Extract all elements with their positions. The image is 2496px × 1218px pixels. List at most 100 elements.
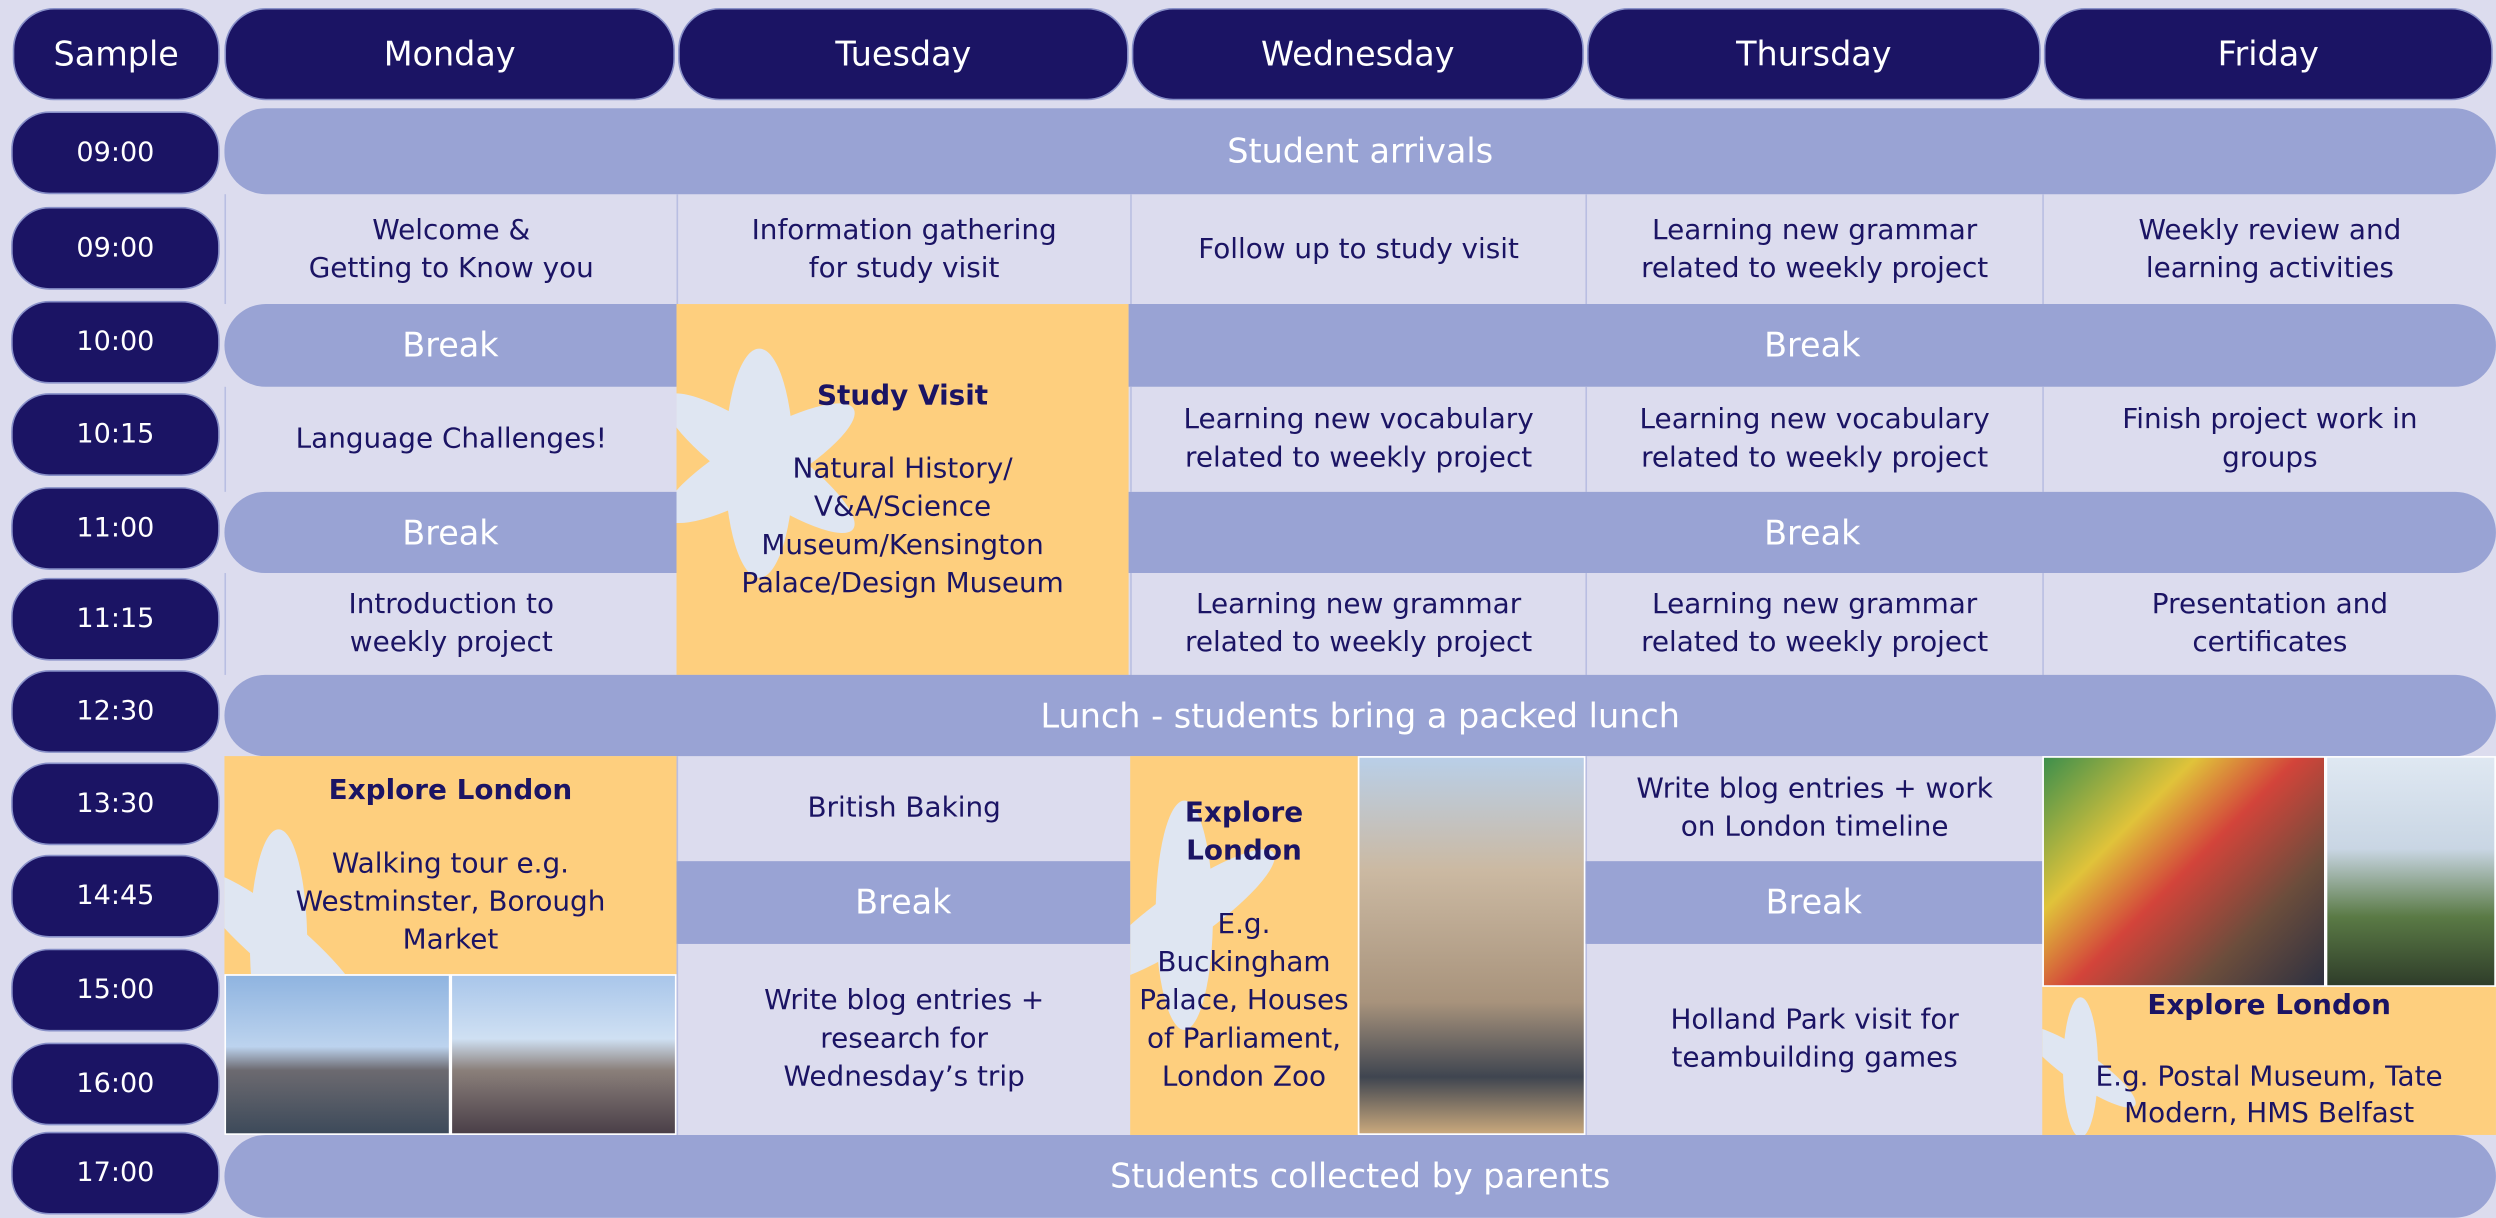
- event-text: learning activities: [2145, 252, 2394, 285]
- day-header: Wednesday: [1131, 7, 1584, 101]
- event-text: London Zoo: [1161, 1061, 1327, 1094]
- study-visit-cell: Study Visit Natural History/V&A/Science Mu…: [676, 304, 1129, 675]
- event-title: Study Visit: [816, 379, 989, 412]
- event-text: Market: [402, 924, 499, 956]
- time-label: 10:15: [11, 393, 220, 476]
- time-label: 14:45: [11, 854, 220, 938]
- break-bar: Break: [224, 491, 677, 574]
- explore-cell: Explore London E.g. Buckingham Palace, House…: [1130, 756, 1358, 1135]
- event-text: Weekly review and: [2138, 214, 2402, 246]
- time-label: 17:00: [11, 1131, 220, 1215]
- event-cell: Follow up to study visit: [1130, 194, 1585, 305]
- day-header: Monday: [224, 7, 675, 101]
- event-text: Learning new grammar: [1652, 588, 1978, 621]
- event-text: on London timeline: [1680, 811, 1949, 844]
- decoration: [676, 348, 855, 578]
- event-text: Break: [1764, 513, 1861, 552]
- event-text: Palace/Design Museum: [741, 567, 1064, 600]
- event-text: Walking tour e.g.: [331, 847, 570, 880]
- event-text: teambuilding games: [1671, 1042, 1958, 1075]
- event-text: Learning new grammar: [1652, 214, 1978, 246]
- photo: [224, 974, 451, 1135]
- time-label: 16:00: [11, 1042, 220, 1126]
- event-text: Presentation and: [2151, 588, 2389, 621]
- event-cell: Information gathering for study visit: [676, 194, 1131, 305]
- time-label: 11:15: [11, 577, 220, 661]
- event-cell: Welcome & Getting to Know you: [224, 194, 676, 305]
- event-cell: Presentation and certificates: [2042, 573, 2496, 675]
- collection-bar: Students collected by parents: [224, 1134, 2496, 1218]
- break-bar: Break: [1128, 304, 2496, 387]
- event-text: Natural History/: [792, 452, 1013, 485]
- event-cell: Learning new vocabulary related to weekly…: [1130, 386, 1585, 492]
- event-text: V&A/Science: [813, 491, 992, 523]
- lunch-bar: Lunch - students bring a packed lunch: [224, 674, 2496, 757]
- time-label: 15:00: [11, 948, 220, 1032]
- event-text: Break: [1765, 883, 1863, 922]
- event-title: Explore London: [2147, 990, 2391, 1022]
- event-title: London: [1186, 835, 1302, 868]
- event-text: related to weekly project: [1641, 627, 1989, 660]
- event-text: of Parliament,: [1146, 1023, 1342, 1056]
- day-header: Thursday: [1587, 7, 2041, 101]
- break-bar: Break: [676, 861, 1131, 944]
- event-text: Break: [402, 326, 499, 365]
- break-bar: Break: [1585, 861, 2043, 944]
- event-text: Student arrivals: [1227, 132, 1494, 171]
- photo: [1357, 756, 1586, 1135]
- day-header: Friday: [2043, 7, 2493, 101]
- event-text: Follow up to study visit: [1198, 233, 1519, 266]
- event-cell: Learning new grammar related to weekly pr…: [1130, 573, 1585, 675]
- event-text: Write blog entries + work: [1636, 773, 1993, 806]
- event-cell: British Baking: [676, 756, 1131, 862]
- event-text: Museum/Kensington: [761, 529, 1044, 562]
- event-cell: Write blog entries + work on London timel…: [1585, 756, 2042, 862]
- explore-cell: Explore London E.g. Postal Museum, Tate Mo…: [2042, 986, 2496, 1135]
- event-text: Learning new grammar: [1195, 588, 1522, 621]
- time-label: 11:00: [11, 487, 220, 570]
- event-text: certificates: [2192, 627, 2348, 660]
- event-title: Explore: [1184, 797, 1304, 830]
- event-text: Westminster, Borough: [295, 885, 606, 918]
- event-text: related to weekly project: [1185, 627, 1533, 660]
- event-text: Information gathering: [751, 214, 1057, 246]
- time-label: 09:00: [11, 206, 220, 290]
- break-bar: Break: [1128, 491, 2496, 574]
- event-cell: Learning new grammar related to weekly pr…: [1585, 194, 2042, 305]
- photo: [2042, 756, 2326, 987]
- event-text: Palace, Houses: [1139, 985, 1349, 1018]
- event-text: Break: [855, 883, 952, 922]
- event-text: E.g.: [1217, 908, 1271, 941]
- explore-cell: Explore London Walking tour e.g. Westminst…: [224, 756, 677, 975]
- event-text: research for: [820, 1023, 988, 1056]
- event-text: E.g. Postal Museum, Tate: [2095, 1061, 2443, 1094]
- corner-label: Sample: [12, 7, 220, 101]
- event-text: Language Challenges!: [295, 423, 607, 456]
- event-text: British Baking: [807, 792, 1001, 825]
- event-cell: Holland Park visit for teambuilding games: [1585, 943, 2042, 1135]
- event-text: Learning new vocabulary: [1183, 404, 1534, 437]
- event-text: Modern, HMS Belfast: [2124, 1098, 2415, 1131]
- break-bar: Break: [224, 304, 677, 387]
- event-text: Break: [402, 513, 499, 552]
- event-text: Learning new vocabulary: [1639, 404, 1990, 437]
- event-cell: Learning new grammar related to weekly pr…: [1585, 573, 2042, 675]
- event-text: Holland Park visit for: [1670, 1004, 1959, 1037]
- event-text: for study visit: [808, 252, 1000, 285]
- event-cell: Write blog entries + research for Wednesda…: [676, 943, 1131, 1135]
- event-text: related to weekly project: [1185, 442, 1533, 475]
- event-text: weekly project: [349, 627, 553, 660]
- day-header: Tuesday: [678, 7, 1129, 101]
- event-text: Welcome &: [372, 214, 531, 246]
- event-text: Lunch - students bring a packed lunch: [1040, 696, 1680, 735]
- event-cell: Learning new vocabulary related to weekly…: [1585, 386, 2042, 492]
- event-cell: Finish project work in groups: [2042, 386, 2496, 492]
- event-text: Break: [1764, 326, 1861, 365]
- event-text: Getting to Know you: [308, 252, 594, 285]
- event-text: Buckingham: [1157, 947, 1331, 979]
- event-text: Finish project work in: [2122, 404, 2418, 437]
- photo: [2325, 756, 2496, 987]
- time-label: 12:30: [11, 670, 220, 753]
